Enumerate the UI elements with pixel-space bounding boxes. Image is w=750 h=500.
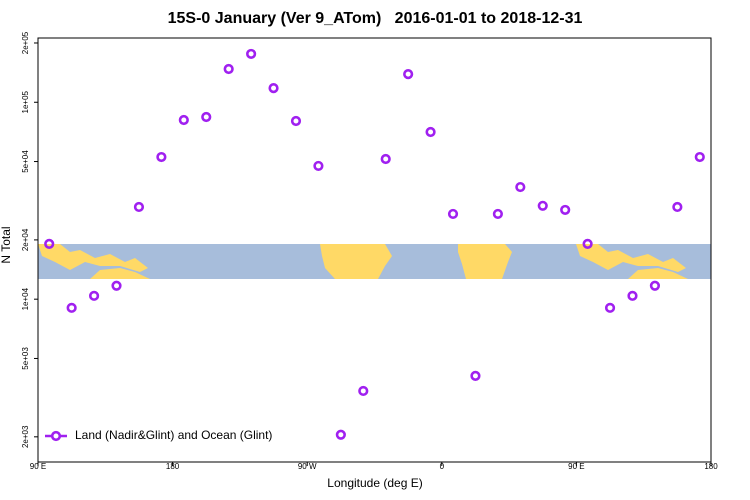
- x-tick-label: 90 W: [298, 462, 317, 471]
- point: [380, 153, 391, 165]
- point: [492, 208, 503, 220]
- point: [223, 63, 234, 75]
- point: [694, 151, 705, 163]
- y-tick-label: 1e+04: [21, 287, 30, 310]
- point: [66, 302, 77, 313]
- point: [111, 280, 122, 291]
- point: [358, 385, 369, 397]
- y-tick-label: 2e+04: [21, 228, 30, 251]
- point: [246, 48, 257, 60]
- chart-title: 15S-0 January (Ver 9_ATom) 2016-01-01 to…: [168, 10, 583, 27]
- x-tick-label: 90 E: [568, 462, 584, 471]
- point: [537, 200, 548, 211]
- point: [672, 201, 683, 213]
- point: [649, 280, 661, 291]
- legend-marker: [50, 430, 62, 442]
- point: [268, 83, 279, 94]
- point: [515, 181, 526, 193]
- point: [88, 290, 100, 301]
- point: [178, 114, 189, 126]
- y-tick-label: 5e+04: [21, 150, 30, 173]
- plot-frame: [37, 37, 712, 463]
- point: [582, 238, 593, 249]
- point: [133, 201, 145, 213]
- point: [313, 160, 324, 172]
- point: [604, 302, 616, 313]
- point: [447, 208, 459, 220]
- y-tick-label: 5e+03: [21, 347, 30, 370]
- point: [44, 238, 55, 249]
- y-tick-label: 2e+05: [21, 31, 30, 54]
- point: [403, 68, 414, 80]
- point: [560, 204, 571, 216]
- y-tick-label: 2e+03: [21, 425, 30, 448]
- point: [201, 111, 212, 123]
- point: [470, 370, 481, 381]
- x-axis-label: Longitude (deg E): [327, 476, 422, 490]
- x-tick-label: 0: [440, 462, 445, 471]
- y-axis-label: N Total: [0, 226, 13, 263]
- point: [425, 126, 436, 138]
- point: [290, 115, 302, 127]
- point: [627, 290, 638, 301]
- x-tick-label: 180: [704, 462, 718, 471]
- x-tick-label: 180: [166, 462, 180, 471]
- map-strip: [38, 244, 711, 279]
- legend-label: Land (Nadir&Glint) and Ocean (Glint): [75, 428, 272, 442]
- y-tick-label: 1e+05: [21, 90, 30, 113]
- x-tick-label: 90 E: [30, 462, 46, 471]
- point: [335, 429, 346, 440]
- point: [156, 151, 167, 163]
